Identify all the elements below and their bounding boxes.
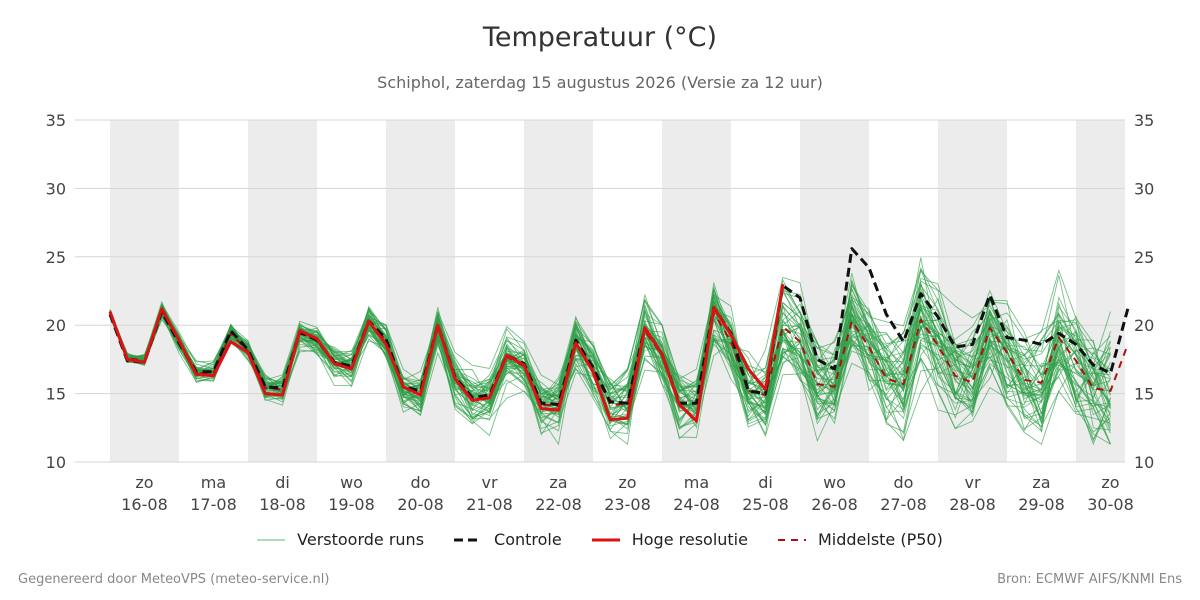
x-tick-day-1: ma [201, 473, 226, 492]
x-tick-day-0: zo [135, 473, 153, 492]
y-tick-left-10: 10 [46, 453, 66, 472]
legend-label-median: Middelste (P50) [817, 530, 943, 549]
x-tick-day-9: di [758, 473, 773, 492]
legend-swatch-hires [591, 538, 620, 541]
legend-item-median: Middelste (P50) [777, 530, 943, 549]
series-middelste-p50 [109, 309, 1129, 407]
ensemble-member-47 [109, 293, 1111, 437]
ensemble-member-15 [109, 304, 1111, 430]
legend-swatch-median [777, 538, 806, 541]
x-tick-date-0: 16-08 [121, 495, 168, 514]
chart-subtitle: Schiphol, zaterdag 15 augustus 2026 (Ver… [377, 73, 823, 92]
ensemble-member-31 [109, 301, 1111, 441]
x-tick-day-10: wo [823, 473, 846, 492]
x-tick-date-13: 29-08 [1018, 495, 1065, 514]
legend-label-hires: Hoge resolutie [631, 530, 748, 549]
ensemble-member-49 [109, 276, 1111, 424]
y-tick-left-35: 35 [46, 111, 66, 130]
main-series [108, 247, 1130, 423]
y-tick-right-30: 30 [1134, 179, 1154, 198]
ensemble-member-41 [109, 288, 1111, 420]
ensemble-member-37 [109, 310, 1111, 432]
x-tick-day-14: zo [1101, 473, 1119, 492]
y-tick-right-25: 25 [1134, 248, 1154, 267]
y-tick-left-30: 30 [46, 179, 66, 198]
x-tick-day-2: di [275, 473, 290, 492]
y-tick-left-25: 25 [46, 248, 66, 267]
x-tick-date-1: 17-08 [190, 495, 237, 514]
x-tick-day-4: do [411, 473, 431, 492]
legend-label-perturbed: Verstoorde runs [297, 530, 425, 549]
x-tick-date-7: 23-08 [604, 495, 651, 514]
x-tick-date-10: 26-08 [811, 495, 858, 514]
y-tick-right-10: 10 [1134, 453, 1154, 472]
legend-item-hires: Hoge resolutie [591, 530, 748, 549]
legend-swatch-control [454, 538, 483, 541]
x-tick-day-7: zo [618, 473, 636, 492]
x-tick-date-6: 22-08 [535, 495, 582, 514]
series-controle [108, 247, 1130, 406]
x-tick-day-12: vr [964, 473, 980, 492]
x-tick-day-13: za [1032, 473, 1050, 492]
legend-item-control: Controle [454, 530, 562, 549]
x-tick-date-2: 18-08 [259, 495, 306, 514]
x-tick-date-14: 30-08 [1087, 495, 1134, 514]
legend-label-control: Controle [494, 530, 562, 549]
x-tick-day-8: ma [684, 473, 709, 492]
x-tick-date-4: 20-08 [397, 495, 444, 514]
series-hoge-resolutie [108, 283, 785, 423]
footer-generator-credit: Gegenereerd door MeteoVPS (meteo-service… [18, 572, 330, 587]
x-tick-date-11: 27-08 [880, 495, 927, 514]
footer-source-credit: Bron: ECMWF AIFS/KNMI Ens [997, 572, 1182, 587]
chart-title: Temperatuur (°C) [482, 22, 718, 53]
axis-labels: 10 10 15 15 20 20 25 25 30 30 35 35 zo 16-08 ma 17-08 di… [46, 111, 1155, 514]
x-tick-day-11: do [894, 473, 914, 492]
x-tick-date-9: 25-08 [742, 495, 789, 514]
shade-16-08 [110, 120, 179, 462]
legend: Verstoorde runs Controle Hoge resolutie … [0, 530, 1200, 549]
y-tick-left-15: 15 [46, 385, 66, 404]
x-tick-day-3: wo [340, 473, 363, 492]
legend-item-perturbed: Verstoorde runs [257, 530, 424, 549]
x-tick-date-3: 19-08 [328, 495, 375, 514]
y-tick-left-20: 20 [46, 316, 66, 335]
x-tick-date-5: 21-08 [466, 495, 513, 514]
x-tick-day-6: za [549, 473, 567, 492]
y-tick-right-20: 20 [1134, 316, 1154, 335]
x-tick-date-8: 24-08 [673, 495, 720, 514]
x-tick-date-12: 28-08 [949, 495, 996, 514]
y-tick-right-15: 15 [1134, 385, 1154, 404]
legend-swatch-perturbed [257, 539, 286, 540]
x-tick-day-5: vr [481, 473, 497, 492]
shade-18-08 [248, 120, 317, 462]
y-tick-right-35: 35 [1134, 111, 1154, 130]
